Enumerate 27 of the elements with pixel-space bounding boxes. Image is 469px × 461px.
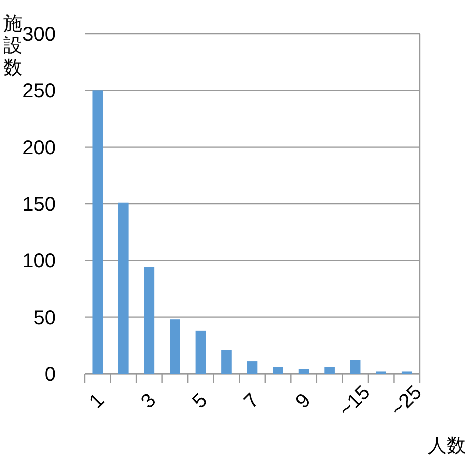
bar: [350, 360, 361, 374]
bar: [92, 90, 104, 374]
y-tick-label: 200: [22, 137, 56, 160]
bar: [170, 320, 180, 374]
y-tick-label: 300: [22, 24, 56, 46]
y-tick-label: 100: [22, 250, 56, 273]
x-tick-label: ~15: [335, 382, 375, 422]
x-tick-label: 9: [292, 390, 316, 414]
x-tick-label: 5: [188, 390, 212, 414]
y-tick-label: 0: [44, 364, 56, 386]
x-tick-label: ~25: [386, 382, 426, 422]
x-axis-title: 人数: [428, 436, 466, 457]
y-tick-label: 250: [22, 80, 56, 103]
bar: [222, 350, 232, 374]
bar: [298, 369, 310, 374]
y-axis-title: 施設数: [4, 14, 22, 79]
bar: [273, 367, 284, 374]
x-tick-label: 3: [137, 390, 161, 414]
x-tick-label: 7: [240, 390, 264, 414]
y-tick-label: 150: [22, 194, 56, 216]
bar: [118, 202, 129, 374]
bar: [324, 367, 335, 374]
bar: [247, 362, 258, 374]
bar: [144, 267, 155, 374]
x-tick-label: 1: [86, 390, 110, 414]
y-tick-label: 50: [34, 307, 56, 330]
bar: [196, 330, 206, 374]
